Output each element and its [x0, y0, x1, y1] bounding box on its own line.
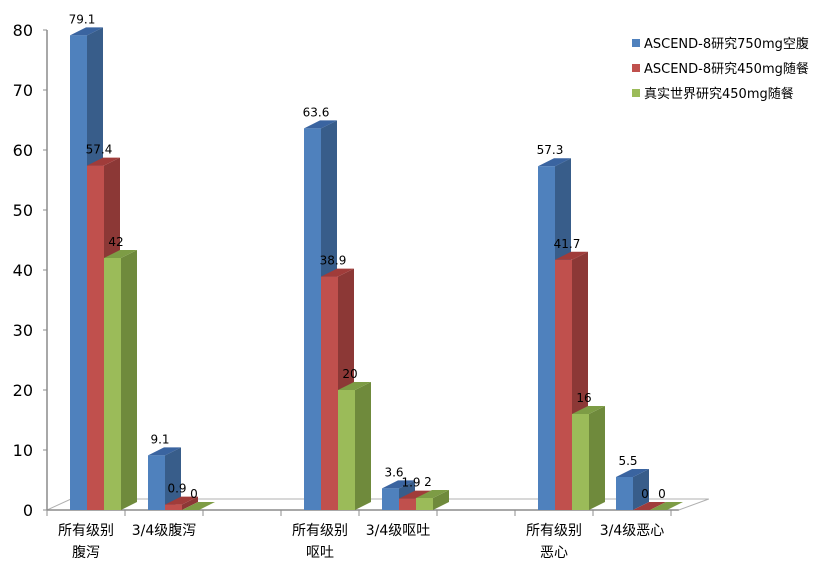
legend-item-real-world-450mg-fed: 真实世界研究450mg随餐: [632, 80, 809, 105]
y-tick-label: 0: [23, 501, 33, 520]
legend-item-ascend8-450mg-fed: ASCEND-8研究450mg随餐: [632, 55, 809, 80]
legend-swatch-red: [632, 63, 640, 72]
bar: [338, 382, 371, 510]
bar: [148, 447, 181, 510]
legend-label: 真实世界研究450mg随餐: [644, 87, 794, 102]
data-value-label: 42: [108, 235, 123, 249]
y-tick-label: 20: [13, 381, 33, 400]
bar: [182, 502, 215, 510]
floor-plane: [46, 498, 709, 511]
data-value-label: 0.9: [167, 482, 186, 496]
bar: [165, 496, 198, 510]
x-category-label-line2: 腹泻: [72, 544, 100, 561]
y-tick-label: 80: [13, 21, 33, 40]
x-category-label: 所有级别: [292, 523, 348, 539]
y-tick-label: 60: [13, 141, 33, 160]
y-tick-label: 50: [13, 201, 33, 220]
y-tick-label: 30: [13, 321, 33, 340]
data-value-label: 41.7: [554, 237, 581, 251]
data-value-label: 5.5: [618, 454, 637, 468]
data-value-label: 9.1: [150, 432, 169, 446]
bar: [572, 406, 605, 510]
y-tick-label: 70: [13, 81, 33, 100]
x-category-label: 3/4级腹泻: [132, 522, 197, 539]
bars: [70, 27, 683, 511]
data-value-label: 38.9: [320, 254, 347, 268]
y-tick-label: 40: [13, 261, 33, 280]
bar: [616, 469, 649, 510]
x-category-label: 所有级别: [58, 523, 114, 539]
data-value-label: 3.6: [384, 465, 403, 479]
x-category-label-line2: 呕吐: [306, 545, 334, 561]
x-category-label: 3/4级恶心: [600, 523, 665, 539]
data-labels: 79.1 57.4 42 9.1 0.9 0 63.6 38.9 20 3.61.9 2 57.3 41…: [69, 12, 666, 501]
data-value-label: 16: [576, 391, 591, 405]
data-value-label: 79.1: [69, 12, 96, 26]
legend-label: ASCEND-8研究750mg空腹: [644, 37, 809, 52]
legend: ASCEND-8研究750mg空腹 ASCEND-8研究450mg随餐 真实世界…: [632, 30, 809, 105]
chart-floor: [46, 498, 709, 511]
y-axis: 0 10 20 30 40 50 60 70 80: [13, 21, 48, 520]
legend-label: ASCEND-8研究450mg随餐: [644, 62, 809, 77]
data-value-label: 0: [641, 487, 649, 501]
data-value-label: 57.3: [537, 143, 564, 157]
x-category-label: 3/4级呕吐: [366, 523, 431, 539]
data-value-label: 0: [658, 487, 666, 501]
legend-swatch-green: [632, 88, 640, 97]
data-value-label: 1.9: [401, 476, 420, 490]
x-category-label: 所有级别: [526, 523, 582, 539]
bar: [650, 502, 683, 510]
data-value-label: 57.4: [86, 143, 113, 157]
data-value-label: 20: [342, 367, 357, 381]
data-value-label: 63.6: [303, 105, 330, 119]
bar: [633, 502, 666, 510]
x-category-label-line2: 恶心: [540, 545, 568, 561]
bar: [416, 490, 449, 510]
y-tick-label: 10: [13, 441, 33, 460]
data-value-label: 0: [190, 487, 198, 501]
legend-item-ascend8-750mg-fasted: ASCEND-8研究750mg空腹: [632, 30, 809, 55]
data-value-label: 2: [424, 475, 432, 489]
legend-swatch-blue: [632, 38, 640, 47]
bar: [104, 250, 137, 510]
